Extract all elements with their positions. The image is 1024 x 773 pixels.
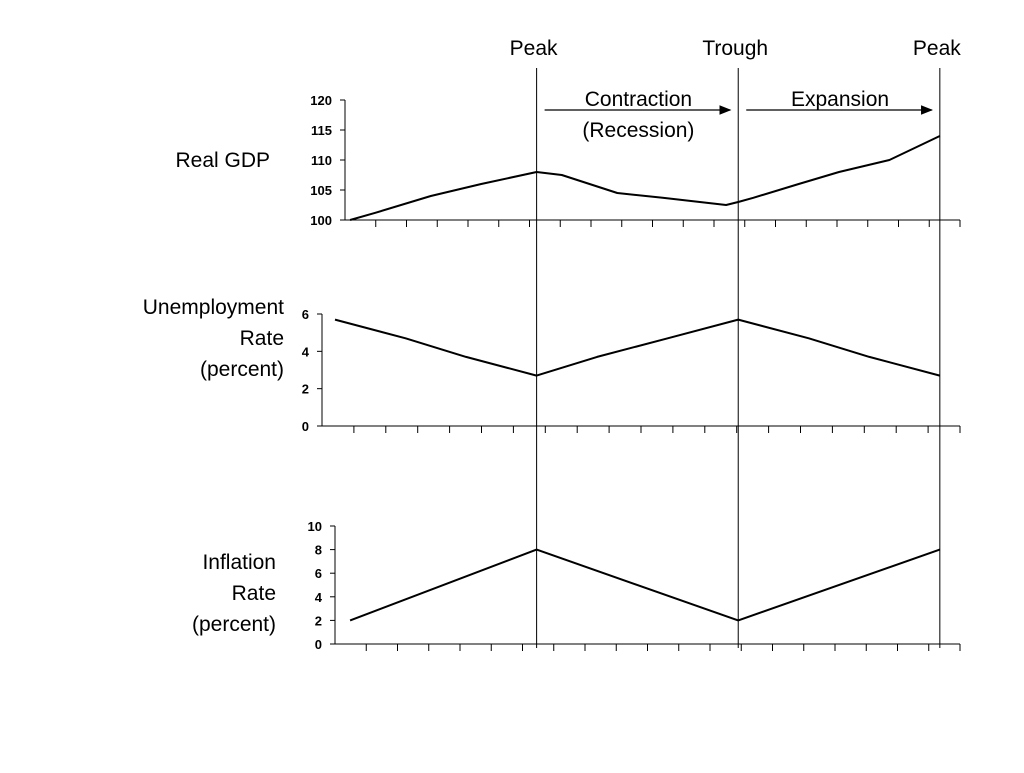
cycle-markers: Peak Trough Peak: [510, 37, 962, 648]
inflation-y-tick-label: 0: [315, 637, 322, 652]
phase-label-1-line-0: Expansion: [791, 88, 889, 111]
inflation-y-tick-label: 4: [315, 590, 323, 605]
real-gdp-label-line-0: Real GDP: [175, 149, 270, 172]
real-gdp-y-tick-label: 105: [310, 183, 332, 198]
inflation-label-line-0: Inflation: [202, 551, 276, 574]
unemployment-label-line-0: Unemployment: [143, 296, 284, 319]
unemployment-label-line-1: Rate: [240, 327, 284, 350]
inflation-y-tick-label: 2: [315, 613, 322, 628]
real-gdp-y-tick-label: 120: [310, 93, 332, 108]
phase-label-0-line-0: Contraction: [585, 88, 692, 111]
unemployment-rate-panel: Unemployment Rate (percent) 0 2 4 6: [143, 296, 960, 434]
unemployment-series-line: [335, 320, 940, 376]
inflation-series-line: [350, 550, 940, 621]
inflation-y-tick-label: 10: [308, 519, 322, 534]
real-gdp-series-line: [350, 136, 940, 220]
inflation-label-line-1: Rate: [232, 582, 276, 605]
unemployment-y-tick-label: 4: [302, 344, 310, 359]
real-gdp-y-tick-label: 110: [311, 153, 332, 168]
marker-label-peak: Peak: [510, 37, 558, 60]
unemployment-y-tick-label: 6: [302, 307, 309, 322]
marker-label-trough: Trough: [702, 37, 768, 60]
inflation-rate-panel: Inflation Rate (percent) 0 2 4 6 8 10: [192, 519, 960, 652]
unemployment-y-tick-label: 2: [302, 382, 309, 397]
phase-label-0-line-1: (Recession): [582, 119, 694, 142]
inflation-y-tick-label: 8: [315, 543, 322, 558]
inflation-y-tick-label: 6: [315, 566, 322, 581]
real-gdp-y-tick-label: 100: [310, 213, 332, 228]
unemployment-label-line-2: (percent): [200, 358, 284, 381]
marker-label-peak: Peak: [913, 37, 961, 60]
real-gdp-y-tick-label: 115: [311, 123, 332, 138]
unemployment-y-tick-label: 0: [302, 419, 309, 434]
real-gdp-panel: Real GDP 100 105 110 115 120: [175, 93, 960, 228]
inflation-label-line-2: (percent): [192, 613, 276, 636]
